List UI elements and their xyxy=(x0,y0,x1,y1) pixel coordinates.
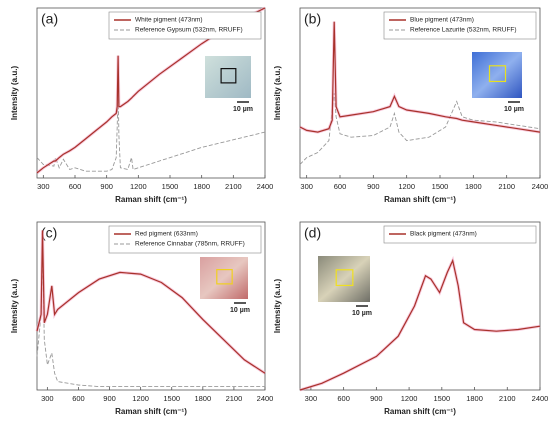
plot-frame xyxy=(36,7,266,179)
panel-label: (b) xyxy=(304,11,321,27)
x-tick-label: 2100 xyxy=(225,182,242,191)
legend-label: Reference Lazurite (532nm, RRUFF) xyxy=(410,27,517,34)
y-axis-label: Intensity (a.u.) xyxy=(10,66,19,121)
panel-label: (a) xyxy=(41,11,58,27)
scale-label: 10 µm xyxy=(352,310,372,317)
y-axis-label: Intensity (a.u.) xyxy=(10,279,19,334)
legend-box xyxy=(108,11,262,40)
scale-label: 10 µm xyxy=(230,307,250,314)
legend-label: Red pigment (633nm) xyxy=(135,231,198,238)
panel: 300 600 900 1200 1500 1800 2100 2400 Raman shift… xyxy=(273,7,549,204)
x-tick-label: 600 xyxy=(72,394,85,403)
legend-box xyxy=(383,11,537,40)
x-tick-label: 1800 xyxy=(194,394,211,403)
legend-label: Blue pigment (473nm) xyxy=(410,17,474,24)
x-tick-label: 2400 xyxy=(257,394,274,403)
plot-frame xyxy=(299,221,541,391)
x-tick-label: 300 xyxy=(300,182,313,191)
x-tick-label: 900 xyxy=(367,182,380,191)
data-line xyxy=(299,92,541,165)
plot-frame xyxy=(299,7,541,179)
legend-box xyxy=(108,225,262,254)
x-tick-label: 1800 xyxy=(465,182,482,191)
inset-image xyxy=(318,256,370,302)
x-tick-label: 1200 xyxy=(130,182,147,191)
x-tick-label: 2400 xyxy=(532,394,549,403)
legend-label: White pigment (473nm) xyxy=(135,17,203,24)
data-line xyxy=(299,258,541,391)
x-tick-label: 2100 xyxy=(498,182,515,191)
panel-label: (d) xyxy=(304,225,321,241)
x-tick-label: 1200 xyxy=(401,394,418,403)
x-tick-label: 1800 xyxy=(193,182,210,191)
panel: 300 600 900 1200 1500 1800 2100 2400 Raman shift… xyxy=(10,221,274,416)
data-line xyxy=(36,230,266,374)
x-tick-label: 1800 xyxy=(466,394,483,403)
x-tick-label: 2100 xyxy=(499,394,516,403)
data-line xyxy=(36,7,266,174)
x-tick-label: 600 xyxy=(69,182,82,191)
data-line xyxy=(36,87,266,172)
x-axis-label: Raman shift (cm⁻¹) xyxy=(115,407,187,416)
inset-image xyxy=(472,52,522,98)
data-line xyxy=(299,21,541,133)
x-tick-label: 1200 xyxy=(398,182,415,191)
x-tick-label: 2100 xyxy=(226,394,243,403)
y-axis-label: Intensity (a.u.) xyxy=(273,66,282,121)
legend-label: Black pigment (473nm) xyxy=(410,231,477,238)
plot-frame xyxy=(36,221,266,391)
x-tick-label: 2400 xyxy=(532,182,549,191)
x-tick-label: 2400 xyxy=(257,182,274,191)
x-axis-label: Raman shift (cm⁻¹) xyxy=(115,195,187,204)
x-tick-label: 1500 xyxy=(432,182,449,191)
panel-label: (c) xyxy=(41,225,57,241)
data-line xyxy=(36,247,265,388)
x-tick-label: 600 xyxy=(334,182,347,191)
scale-label: 10 µm xyxy=(504,106,524,113)
legend-box xyxy=(383,225,537,244)
x-tick-label: 600 xyxy=(337,394,350,403)
x-tick-label: 1500 xyxy=(162,182,179,191)
x-tick-label: 900 xyxy=(100,182,113,191)
inset-roi xyxy=(335,269,354,287)
x-tick-label: 1500 xyxy=(433,394,450,403)
inset-roi xyxy=(488,65,507,83)
inset-roi xyxy=(216,269,233,285)
x-tick-label: 300 xyxy=(305,394,318,403)
panel: 300 600 900 1200 1500 1800 2100 2400 Raman shift… xyxy=(10,6,274,204)
x-tick-label: 900 xyxy=(370,394,383,403)
x-tick-label: 1500 xyxy=(163,394,180,403)
x-axis-label: Raman shift (cm⁻¹) xyxy=(384,407,456,416)
x-tick-label: 300 xyxy=(41,394,54,403)
x-axis-label: Raman shift (cm⁻¹) xyxy=(384,195,456,204)
panel: 300 600 900 1200 1500 1800 2100 2400 Raman shift… xyxy=(273,221,549,416)
inset-image xyxy=(205,56,251,98)
y-axis-label: Intensity (a.u.) xyxy=(273,279,282,334)
inset-roi xyxy=(220,67,237,84)
x-tick-label: 1200 xyxy=(132,394,149,403)
scale-label: 10 µm xyxy=(233,106,253,113)
legend-label: Reference Gypsum (532nm, RRUFF) xyxy=(135,27,243,34)
x-tick-label: 900 xyxy=(103,394,116,403)
x-tick-label: 300 xyxy=(37,182,50,191)
inset-image xyxy=(200,257,248,299)
legend-label: Reference Cinnabar (785nm, RRUFF) xyxy=(135,241,245,248)
